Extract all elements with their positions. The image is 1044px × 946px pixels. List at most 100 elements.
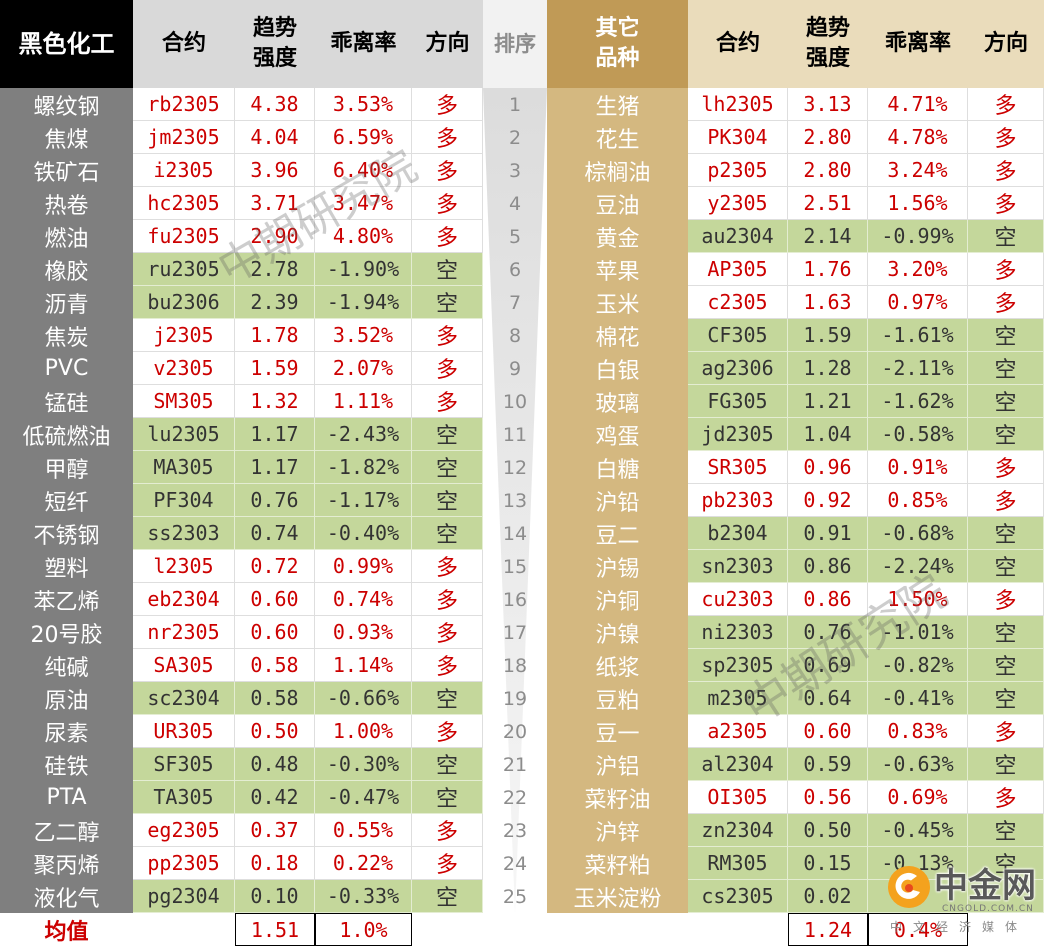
right-direction: 多 xyxy=(968,715,1044,748)
left-variety-name: 燃油 xyxy=(0,220,133,253)
mean-empty-cell xyxy=(133,913,235,946)
left-header-trend-strength-line1: 趋势 xyxy=(252,16,297,41)
left-direction: 多 xyxy=(412,220,483,253)
right-variety-name: 玉米 xyxy=(547,286,688,319)
right-variety-name: 沪镍 xyxy=(547,616,688,649)
right-trend-strength: 0.91 xyxy=(788,517,868,550)
right-trend-strength: 1.28 xyxy=(788,352,868,385)
left-deviation-rate: -1.82% xyxy=(315,451,412,484)
right-variety-name: 玉米淀粉 xyxy=(547,880,688,913)
right-trend-strength: 1.76 xyxy=(788,253,868,286)
right-variety-name: 白糖 xyxy=(547,451,688,484)
mean-empty-cell xyxy=(483,913,547,946)
right-deviation-rate: 3.24% xyxy=(868,154,968,187)
right-header-deviation: 乖离率 xyxy=(868,0,968,88)
left-direction: 空 xyxy=(412,451,483,484)
right-direction: 多 xyxy=(968,484,1044,517)
right-header-contract: 合约 xyxy=(688,0,788,88)
right-deviation-rate: -0.13% xyxy=(868,847,968,880)
right-variety-name: 花生 xyxy=(547,121,688,154)
right-contract-code: jd2305 xyxy=(688,418,788,451)
left-deviation-rate: 0.93% xyxy=(315,616,412,649)
right-contract-code: cu2303 xyxy=(688,583,788,616)
right-deviation-rate: 1.56% xyxy=(868,187,968,220)
right-direction: 空 xyxy=(968,418,1044,451)
right-variety-name: 黄金 xyxy=(547,220,688,253)
left-contract-code: nr2305 xyxy=(133,616,235,649)
left-deviation-rate: 3.52% xyxy=(315,319,412,352)
left-deviation-rate: -0.30% xyxy=(315,748,412,781)
right-direction: 多 xyxy=(968,154,1044,187)
left-direction: 多 xyxy=(412,154,483,187)
right-direction: 空 xyxy=(968,319,1044,352)
right-trend-strength: 0.76 xyxy=(788,616,868,649)
mean-empty-cell xyxy=(547,913,688,946)
right-contract-code: zn2304 xyxy=(688,814,788,847)
left-direction: 多 xyxy=(412,583,483,616)
right-direction: 多 xyxy=(968,121,1044,154)
rank-number: 15 xyxy=(502,555,528,578)
right-contract-code: sn2303 xyxy=(688,550,788,583)
left-variety-name: 尿素 xyxy=(0,715,133,748)
left-deviation-rate: -1.17% xyxy=(315,484,412,517)
rank-number: 9 xyxy=(508,357,522,380)
left-trend-strength: 1.78 xyxy=(235,319,315,352)
rank-number: 18 xyxy=(502,654,528,677)
left-trend-strength: 0.50 xyxy=(235,715,315,748)
right-trend-strength: 2.80 xyxy=(788,121,868,154)
left-deviation-rate: -0.66% xyxy=(315,682,412,715)
left-contract-code: pp2305 xyxy=(133,847,235,880)
rank-number: 19 xyxy=(502,687,528,710)
left-direction: 多 xyxy=(412,88,483,121)
right-direction: 多 xyxy=(968,253,1044,286)
rank-number: 5 xyxy=(508,225,522,248)
right-contract-code: a2305 xyxy=(688,715,788,748)
left-deviation-rate: 3.47% xyxy=(315,187,412,220)
right-variety-name: 豆油 xyxy=(547,187,688,220)
right-header-trend-strength-line1: 趋势 xyxy=(805,16,850,41)
right-trend-strength: 1.59 xyxy=(788,319,868,352)
left-contract-code: SM305 xyxy=(133,385,235,418)
left-variety-name: 甲醇 xyxy=(0,451,133,484)
rank-number: 17 xyxy=(502,621,528,644)
left-deviation-rate: 0.22% xyxy=(315,847,412,880)
left-contract-code: rb2305 xyxy=(133,88,235,121)
right-variety-name: 玻璃 xyxy=(547,385,688,418)
left-contract-code: ss2303 xyxy=(133,517,235,550)
rank-number: 11 xyxy=(502,423,528,446)
left-direction: 空 xyxy=(412,682,483,715)
right-trend-strength: 0.56 xyxy=(788,781,868,814)
mean-label: 均值 xyxy=(0,913,133,946)
left-contract-code: TA305 xyxy=(133,781,235,814)
right-variety-name: 鸡蛋 xyxy=(547,418,688,451)
right-deviation-rate: 4.78% xyxy=(868,121,968,154)
rank-number: 8 xyxy=(508,324,522,347)
right-deviation-rate: -0.63% xyxy=(868,748,968,781)
right-trend-strength: 0.92 xyxy=(788,484,868,517)
right-contract-code: sp2305 xyxy=(688,649,788,682)
right-trend-strength: 2.51 xyxy=(788,187,868,220)
left-deviation-rate: -1.94% xyxy=(315,286,412,319)
rank-header: 排序 xyxy=(483,0,547,88)
left-trend-strength: 2.90 xyxy=(235,220,315,253)
left-direction: 多 xyxy=(412,814,483,847)
left-trend-strength: 4.38 xyxy=(235,88,315,121)
right-variety-name: 棕榈油 xyxy=(547,154,688,187)
right-trend-strength: 0.96 xyxy=(788,451,868,484)
left-variety-name: 纯碱 xyxy=(0,649,133,682)
left-trend-strength: 0.60 xyxy=(235,616,315,649)
left-direction: 空 xyxy=(412,418,483,451)
right-variety-name: 沪锌 xyxy=(547,814,688,847)
left-variety-name: PVC xyxy=(0,352,133,385)
left-contract-code: ru2305 xyxy=(133,253,235,286)
rank-number: 3 xyxy=(508,159,522,182)
left-variety-name: 塑料 xyxy=(0,550,133,583)
right-contract-code: OI305 xyxy=(688,781,788,814)
left-header-trend-strength-line2: 强度 xyxy=(252,46,297,71)
left-variety-name: 焦煤 xyxy=(0,121,133,154)
rank-number: 2 xyxy=(508,126,522,149)
right-variety-name: 豆二 xyxy=(547,517,688,550)
right-deviation-rate: -0.58% xyxy=(868,418,968,451)
left-trend-strength: 2.39 xyxy=(235,286,315,319)
left-variety-name: 热卷 xyxy=(0,187,133,220)
